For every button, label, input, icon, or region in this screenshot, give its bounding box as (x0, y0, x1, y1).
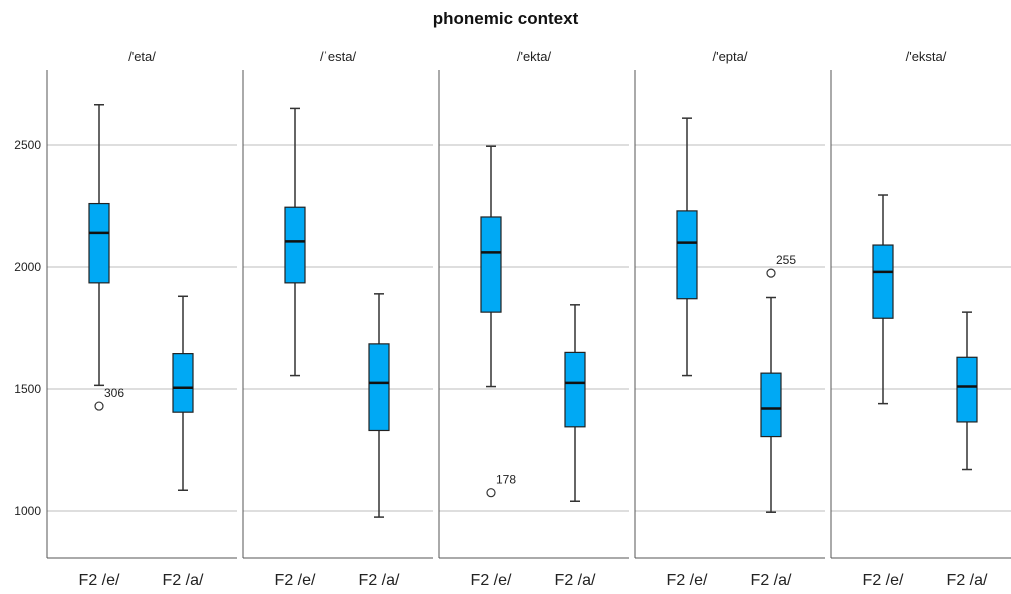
outlier-label: 178 (496, 473, 516, 487)
outlier-point (766, 268, 776, 278)
outlier-point (94, 401, 104, 411)
box (480, 216, 502, 313)
box (956, 356, 978, 423)
x-tick-label: F2 /a/ (359, 572, 400, 589)
x-tick-label: F2 /e/ (667, 572, 708, 589)
outlier-point (486, 488, 496, 498)
y-tick-label: 2000 (14, 260, 41, 274)
x-tick-label: F2 /e/ (79, 572, 120, 589)
x-tick-label: F2 /a/ (947, 572, 988, 589)
box (760, 372, 782, 438)
x-tick-label: F2 /e/ (471, 572, 512, 589)
y-tick-label: 1500 (14, 382, 41, 396)
panel-title: /'epta/ (712, 49, 747, 64)
outlier-label: 306 (104, 386, 124, 400)
x-tick-label: F2 /e/ (275, 572, 316, 589)
panel-title: /'eta/ (128, 49, 156, 64)
chart-title: phonemic context (432, 9, 579, 28)
x-tick-label: F2 /e/ (863, 572, 904, 589)
box (172, 353, 194, 413)
box (368, 343, 390, 432)
x-tick-label: F2 /a/ (751, 572, 792, 589)
box (564, 351, 586, 428)
outlier-label: 255 (776, 253, 796, 267)
y-tick-label: 1000 (14, 504, 41, 518)
box (284, 206, 306, 284)
box (872, 244, 894, 319)
box (676, 210, 698, 300)
y-tick-label: 2500 (14, 138, 41, 152)
panel-title: /'eksta/ (906, 49, 947, 64)
x-tick-label: F2 /a/ (163, 572, 204, 589)
box (88, 202, 110, 284)
x-tick-label: F2 /a/ (555, 572, 596, 589)
panel-title: /ˈesta/ (320, 49, 357, 64)
panel-title: /'ekta/ (517, 49, 552, 64)
